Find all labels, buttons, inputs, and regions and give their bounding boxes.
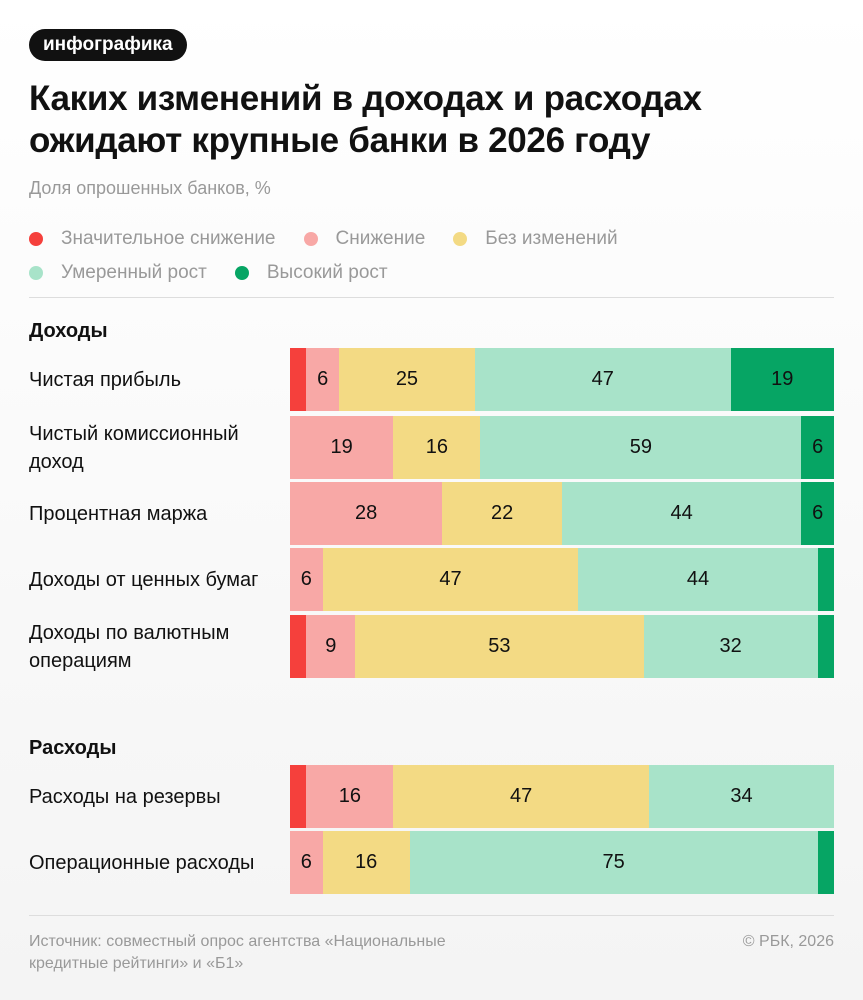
legend-dot-icon [303,232,318,246]
data-label: 19 [771,368,794,390]
data-label: 25 [395,368,419,390]
bar-segment: 6 [801,482,834,545]
bar-segment: 6 [290,831,323,894]
bar-segment [817,831,834,894]
bar-segment: 16 [393,416,481,479]
copyright: © РБК, 2026 [742,933,834,950]
stacked-bar: 6 16 75 [290,831,834,894]
chart-subtitle: Доля опрошенных банков, % [29,178,271,198]
bar-segment: 6 [306,348,339,411]
legend-item: Без изменений [453,228,618,250]
data-label: 59 [629,436,652,458]
infographic-badge: инфографика [29,29,187,61]
bar-segment [290,765,307,828]
bar-segment: 6 [801,416,834,479]
data-label: 16 [425,436,448,458]
bar-segment: 19 [290,416,394,479]
legend-label: Умеренный рост [61,262,207,283]
data-label: 75 [602,851,625,873]
bar-segment: 47 [474,348,731,411]
legend-dot-icon [234,266,249,280]
stacked-bar: 9 53 32 [290,615,834,678]
data-label: 28 [355,502,378,524]
category-label: Доходы по валютным операциям [29,621,230,672]
bar-segment: 44 [561,482,802,545]
legend-dot-icon [29,232,43,246]
legend-label: Высокий рост [266,262,388,283]
section-heading: Расходы [29,737,117,759]
bar-segment: 6 [290,548,323,611]
legend-item: Умеренный рост [29,262,207,284]
bar-segment: 25 [338,348,475,411]
legend: Значительное снижение Снижение Без изменен… [29,222,829,290]
stacked-bar: 16 47 34 [290,765,834,828]
bar-segment: 16 [322,831,410,894]
data-label: 47 [591,368,614,390]
data-label: 16 [355,851,378,873]
category-label: Операционные расходы [29,851,255,874]
bar-segment: 59 [480,416,802,479]
divider [29,915,834,916]
legend-label: Снижение [335,228,426,249]
data-label: 19 [330,436,353,458]
category-label: Чистый комиссионный доход [29,422,239,473]
data-label: 6 [317,368,329,390]
bar-segment: 28 [290,482,443,545]
stacked-bar: 28 22 44 6 [290,482,834,545]
legend-item: Значительное снижение [29,228,276,250]
bar-segment: 47 [393,765,650,828]
bar-segment: 75 [409,831,818,894]
data-label: 47 [510,785,533,807]
divider [29,297,834,298]
bar-segment: 9 [306,615,356,678]
data-label: 32 [719,635,742,657]
data-label: 9 [325,635,337,657]
data-label: 6 [300,851,312,873]
data-label: 6 [812,436,824,458]
bar-segment: 32 [643,615,818,678]
legend-item: Высокий рост [234,262,388,284]
bar-segment: 22 [442,482,562,545]
stacked-bar: 19 16 59 6 [290,416,834,479]
section-heading: Доходы [29,320,108,342]
bar-segment [817,615,834,678]
bar-segment [290,615,307,678]
data-label: 6 [300,568,312,590]
category-label: Чистая прибыль [29,368,181,391]
chart-title: Каких изменений в доходах и расходах ожи… [29,79,702,160]
bar-segment: 19 [730,348,834,411]
data-label: 53 [488,635,511,657]
data-label: 34 [730,785,753,807]
source-note: Источник: совместный опрос агентства «На… [29,933,446,972]
legend-label: Значительное снижение [61,228,276,249]
data-label: 6 [812,502,824,524]
bar-segment [290,348,307,411]
legend-label: Без изменений [485,228,618,249]
bar-segment: 53 [355,615,644,678]
stacked-bar: 6 47 44 [290,548,834,611]
data-label: 44 [686,568,710,590]
category-label: Процентная маржа [29,502,208,525]
data-label: 16 [338,785,361,807]
stacked-bar: 6 25 47 19 [290,348,834,411]
legend-dot-icon [453,232,468,246]
bar-segment [817,548,834,611]
bar-segment: 44 [578,548,818,611]
data-label: 22 [491,502,514,524]
category-label: Доходы от ценных бумаг [29,568,259,591]
bar-segment: 16 [306,765,394,828]
data-label: 44 [670,502,693,524]
bar-segment: 34 [649,765,834,828]
category-label: Расходы на резервы [29,785,221,808]
bar-segment: 47 [322,548,579,611]
legend-item: Снижение [303,228,426,250]
legend-dot-icon [29,266,43,280]
data-label: 47 [439,568,462,590]
